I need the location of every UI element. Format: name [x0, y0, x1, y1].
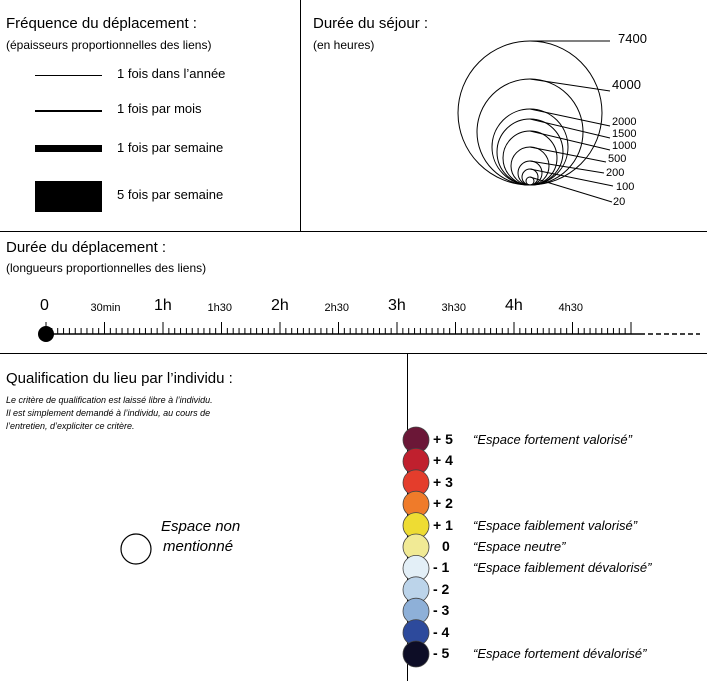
- stay-value-100: 100: [616, 181, 635, 193]
- freq-label-year: 1 fois dans l’année: [117, 66, 226, 81]
- duration-tick-label: 4h30: [558, 302, 583, 314]
- scale-value: - 2: [433, 580, 450, 597]
- scale-label: “Espace neutre”: [473, 539, 566, 554]
- stay-value-7400: 7400: [618, 31, 647, 46]
- leader-1000: [529, 130, 611, 151]
- duration-tick-label: 3h30: [441, 302, 466, 314]
- duration-title: Durée du déplacement :: [6, 239, 167, 256]
- frequency-subtitle: (épaisseurs proportionnelles des liens): [6, 38, 212, 52]
- stay-circle-500: [510, 146, 550, 186]
- duration-tick-label: 2h30: [324, 302, 349, 314]
- qualification-title: Qualification du lieu par l’individu :: [6, 370, 233, 387]
- scale-value: 0: [442, 538, 450, 554]
- duration-tick-label: 4h: [505, 297, 523, 314]
- stay-value-1500: 1500: [612, 128, 637, 140]
- freq-label-month: 1 fois par mois: [117, 101, 202, 116]
- freq-line-year: [35, 75, 102, 76]
- leader-500: [529, 146, 607, 163]
- scale-value: + 5: [433, 431, 453, 447]
- scale-value: + 3: [433, 473, 453, 490]
- scale-value: + 4: [433, 452, 453, 469]
- qualification-note-2: Il est simplement demandé à l’individu, …: [6, 408, 211, 418]
- stay-title: Durée du séjour :: [313, 15, 429, 32]
- stay-value-20: 20: [613, 196, 626, 208]
- freq-label-week: 1 fois par semaine: [117, 140, 224, 155]
- leader-1500: [529, 118, 611, 139]
- duration-tick-label: 2h: [271, 297, 289, 314]
- duration-tick-label: 1h: [154, 297, 172, 314]
- scale-value: - 4: [433, 623, 450, 640]
- stay-value-4000: 4000: [612, 77, 641, 92]
- stay-value-1000: 1000: [612, 140, 637, 152]
- scale-circle: [402, 640, 430, 668]
- qualification-note-3: l’entretien, d’expliciter ce critère.: [6, 421, 135, 431]
- scale-label: “Espace faiblement valorisé”: [473, 517, 638, 533]
- qualification-note-1: Le critère de qualification est laissé l…: [6, 395, 213, 405]
- leader-4000: [529, 78, 611, 92]
- scale-value: + 1: [433, 516, 453, 533]
- freq-line-5week: [35, 181, 102, 212]
- stay-circle-7400: [457, 40, 603, 186]
- stay-circle-200: [517, 160, 543, 186]
- stay-subtitle: (en heures): [313, 38, 375, 52]
- freq-label-5week: 5 fois par semaine: [117, 187, 224, 202]
- stay-value-200: 200: [606, 167, 625, 179]
- duration-tick-label: 0: [40, 297, 49, 314]
- scale-label: “Espace fortement valorisé”: [473, 432, 632, 447]
- scale-label: “Espace fortement dévalorisé”: [473, 646, 647, 661]
- freq-line-week: [35, 145, 102, 152]
- not-mentioned-label-1: Espace non: [161, 518, 241, 535]
- scale-value: - 1: [433, 559, 450, 576]
- stay-value-500: 500: [608, 153, 627, 165]
- not-mentioned-circle: [120, 533, 152, 565]
- freq-line-month: [35, 110, 102, 112]
- duration-panel: [0, 231, 707, 354]
- duration-subtitle: (longueurs proportionnelles des liens): [6, 261, 207, 275]
- scale-value: - 3: [433, 602, 450, 619]
- duration-tick-label: 3h: [388, 297, 406, 314]
- duration-tick-label: 1h30: [207, 302, 232, 314]
- scale-value: + 2: [433, 495, 453, 512]
- leader-100: [529, 168, 614, 187]
- leader-2000: [529, 108, 611, 127]
- not-mentioned-label-2: mentionné: [163, 538, 234, 555]
- leader-200: [529, 160, 605, 174]
- frequency-title: Fréquence du déplacement :: [6, 15, 197, 32]
- leader-20: [529, 176, 613, 203]
- stay-value-2000: 2000: [612, 116, 637, 128]
- scale-value: - 5: [433, 645, 450, 661]
- duration-tick-label: 30min: [90, 302, 121, 314]
- scale-label: “Espace faiblement dévalorisé”: [473, 560, 652, 576]
